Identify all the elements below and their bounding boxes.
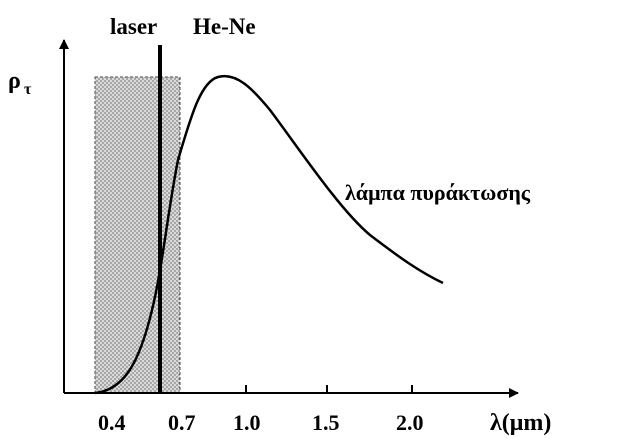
laser-label: laser	[110, 14, 157, 39]
curve-label: λάμπα πυράκτωσης	[345, 180, 531, 205]
y-axis-subscript: τ	[24, 81, 32, 98]
laser-name-label: He-Ne	[193, 14, 256, 39]
tick-label-0.7: 0.7	[168, 410, 196, 435]
tick-label-0.4: 0.4	[98, 410, 126, 435]
x-axis-label: λ(μm)	[490, 410, 551, 436]
tick-label-1.0: 1.0	[233, 410, 261, 435]
visible-band	[94, 76, 181, 394]
lamp-spectrum-curve	[94, 74, 444, 395]
tick-label-1.5: 1.5	[312, 410, 340, 435]
y-axis-label: ρ	[8, 68, 21, 94]
tick-label-2.0: 2.0	[396, 410, 424, 435]
